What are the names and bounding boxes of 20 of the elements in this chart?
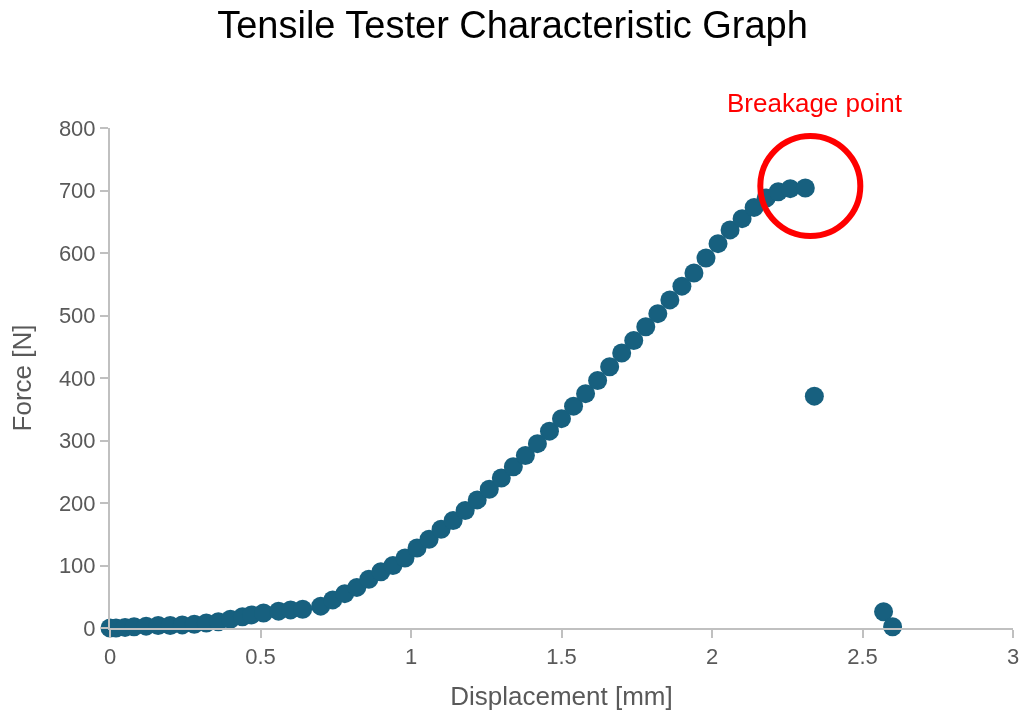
y-tick-label: 700 — [58, 178, 96, 204]
y-tick-label: 400 — [58, 365, 96, 391]
x-tick-label: 2 — [705, 644, 719, 670]
y-tick-label: 100 — [58, 553, 96, 579]
y-tick-label: 300 — [58, 428, 96, 454]
x-tick-label: 3 — [1006, 644, 1020, 670]
y-tick-label: 800 — [58, 115, 96, 141]
y-tick-label: 200 — [58, 490, 96, 516]
x-tick-label: 0.5 — [245, 644, 276, 670]
x-tick-label: 1.5 — [546, 644, 577, 670]
y-tick-label: 0 — [83, 615, 96, 641]
text: Breakage point — [727, 88, 903, 118]
x-tick-label: 0 — [103, 644, 117, 670]
y-tick-label: 500 — [58, 303, 96, 329]
x-tick-label: 2.5 — [847, 644, 878, 670]
x-axis-title: Displacement [mm] — [450, 680, 673, 711]
chart-title: Tensile Tester Characteristic Graph — [217, 3, 808, 46]
y-tick-label: 600 — [58, 240, 96, 266]
y-axis-title: Force [N] — [6, 324, 37, 432]
x-tick-label: 1 — [404, 644, 418, 670]
